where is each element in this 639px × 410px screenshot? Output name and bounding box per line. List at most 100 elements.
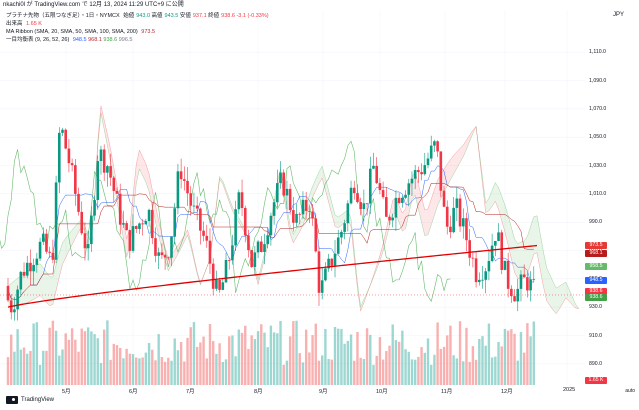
- ichimoku-cloud-segment: [149, 173, 153, 207]
- ichimoku-cloud-segment: [139, 150, 143, 176]
- candle-body: [324, 268, 327, 281]
- candle-body: [41, 233, 45, 242]
- volume-bar: [6, 357, 10, 385]
- ichimoku-cloud-segment: [456, 148, 461, 169]
- ichimoku-cloud-segment: [546, 267, 550, 306]
- candle-body: [295, 213, 298, 223]
- candle-body: [423, 165, 427, 175]
- chart-plot-area[interactable]: [0, 10, 585, 385]
- price-tick-label: 910.0: [589, 332, 602, 339]
- month-tick-label: 10月: [376, 389, 388, 395]
- candle-body: [330, 258, 334, 266]
- ichimoku-cloud-segment: [36, 263, 41, 298]
- candle-body: [16, 289, 19, 310]
- candle-body: [176, 171, 180, 209]
- volume-bar: [86, 327, 90, 385]
- candle-body: [234, 209, 237, 246]
- ichimoku-cloud-segment: [469, 130, 473, 142]
- candle-body: [506, 260, 510, 289]
- ichimoku-cloud-segment: [562, 282, 566, 304]
- volume-bar: [221, 362, 225, 385]
- price-tick-label: 1,010.0: [589, 190, 607, 197]
- ichimoku-cloud-segment: [72, 226, 76, 245]
- candle-body: [513, 296, 516, 302]
- legend-ichimoku-v2: 968.1: [88, 37, 102, 43]
- price-tick-label: 890.0: [589, 360, 602, 367]
- candle-body: [474, 258, 478, 283]
- ichimoku-cloud-segment: [463, 140, 467, 157]
- volume-bar: [423, 352, 426, 385]
- ichimoku-cloud-segment: [155, 205, 159, 237]
- volume-bar: [474, 359, 478, 385]
- candle-body: [183, 179, 186, 181]
- candle-body: [218, 279, 221, 290]
- volume-bar: [365, 328, 369, 385]
- candle-body: [112, 177, 116, 191]
- candle-body: [61, 129, 64, 133]
- ichimoku-cloud-segment: [476, 126, 480, 155]
- volume-bar: [10, 334, 13, 385]
- ichimoku-cloud-segment: [104, 119, 108, 146]
- ichimoku-cloud-segment: [488, 190, 493, 211]
- time-axis[interactable]: 5月 6月 7月 8月 9月 10月 11月 12月 2025: [0, 385, 585, 395]
- candle-body: [109, 166, 112, 178]
- candle-body: [311, 211, 314, 219]
- candle-body: [247, 235, 250, 251]
- candle-body: [397, 197, 401, 203]
- brand-label: TradingView: [21, 397, 55, 403]
- ichimoku-cloud-segment: [142, 156, 146, 183]
- candle-body: [503, 260, 507, 270]
- candle-body: [404, 194, 407, 198]
- ichimoku-cloud-segment: [431, 189, 435, 226]
- volume-bar: [269, 325, 273, 385]
- candle-body: [134, 226, 138, 229]
- ichimoku-cloud-segment: [498, 187, 502, 221]
- candle-body: [138, 223, 141, 229]
- legend-symbol-row: プラチナ先物（五限つなぎ足）・1日・NYMCX 始値 943.0 高値 943.5 …: [6, 12, 269, 20]
- auto-scale-toggle[interactable]: auto: [625, 388, 635, 394]
- volume-bar: [532, 321, 535, 385]
- legend-volume: 1.65 K: [26, 21, 42, 27]
- volume-bar: [401, 330, 404, 385]
- volume-bar: [179, 342, 183, 385]
- candle-body: [292, 210, 295, 223]
- volume-bar: [80, 328, 83, 385]
- legend-volume-row: 出来高 1.65 K: [6, 20, 269, 28]
- ichimoku-cloud-segment: [158, 220, 162, 249]
- ichimoku-cloud-segment: [222, 180, 227, 194]
- volume-bar: [285, 360, 289, 385]
- candle-body: [468, 240, 471, 258]
- volume-bar: [163, 361, 167, 385]
- candle-body: [352, 187, 356, 194]
- ichimoku-span-b: [7, 105, 579, 315]
- ichimoku-cloud-segment: [533, 215, 537, 255]
- candle-body: [269, 215, 273, 236]
- ichimoku-cloud-segment: [293, 228, 297, 243]
- candle-body: [106, 166, 109, 173]
- candle-body: [362, 203, 366, 210]
- volume-bar: [195, 346, 199, 385]
- legend-ichimoku-v3: 938.6: [103, 37, 118, 43]
- candle-body: [243, 208, 247, 236]
- volume-bar: [38, 364, 42, 385]
- volume-bar: [215, 353, 218, 385]
- candle-body: [272, 202, 276, 216]
- ichimoku-cloud-segment: [136, 150, 140, 184]
- candle-body: [250, 250, 253, 267]
- candle-body: [372, 165, 375, 169]
- candle-body: [22, 271, 26, 276]
- price-badge: 938.6: [585, 294, 607, 302]
- candle-body: [336, 237, 340, 254]
- candle-body: [150, 209, 154, 239]
- volume-bar: [154, 360, 157, 385]
- volume-bar: [304, 329, 308, 385]
- price-axis[interactable]: 1,110.0 1,090.0 1,070.0 1,050.0 1,030.0 1,010…: [585, 10, 639, 385]
- ichimoku-cloud-segment: [553, 281, 557, 314]
- volume-bar: [231, 335, 234, 385]
- candle-body: [70, 163, 74, 166]
- ichimoku-cloud-segment: [312, 179, 316, 198]
- candle-body: [45, 233, 48, 252]
- ichimoku-cloud-segment: [427, 199, 432, 235]
- ichimoku-cloud-segment: [286, 206, 291, 234]
- legend-high-label: 高値: [151, 13, 163, 19]
